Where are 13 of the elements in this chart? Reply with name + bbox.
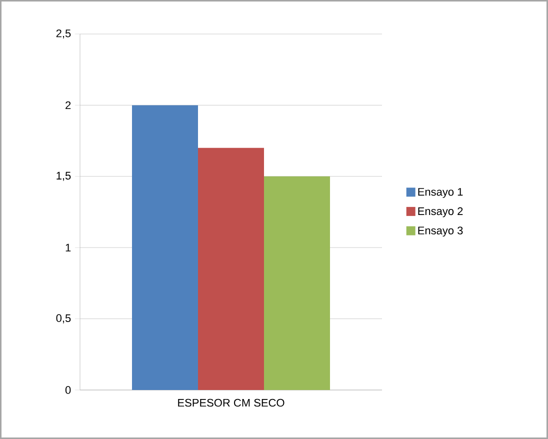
y-tick-label: 0,5 [56, 314, 71, 324]
legend-label: Ensayo 2 [418, 207, 463, 218]
y-tick-label: 1,5 [56, 172, 71, 181]
legend-label: Ensayo 1 [418, 188, 463, 198]
bar [132, 105, 198, 390]
bar [264, 176, 330, 390]
y-tick-label: 2 [66, 101, 71, 110]
bar [198, 148, 264, 390]
y-tick-label: 0 [65, 386, 71, 394]
x-tick-label: ESPESOR CM SECO [178, 398, 284, 407]
legend-label: Ensayo 3 [418, 226, 463, 237]
y-tick-label: 1 [66, 244, 71, 252]
y-tick-label: 2,5 [56, 29, 71, 39]
